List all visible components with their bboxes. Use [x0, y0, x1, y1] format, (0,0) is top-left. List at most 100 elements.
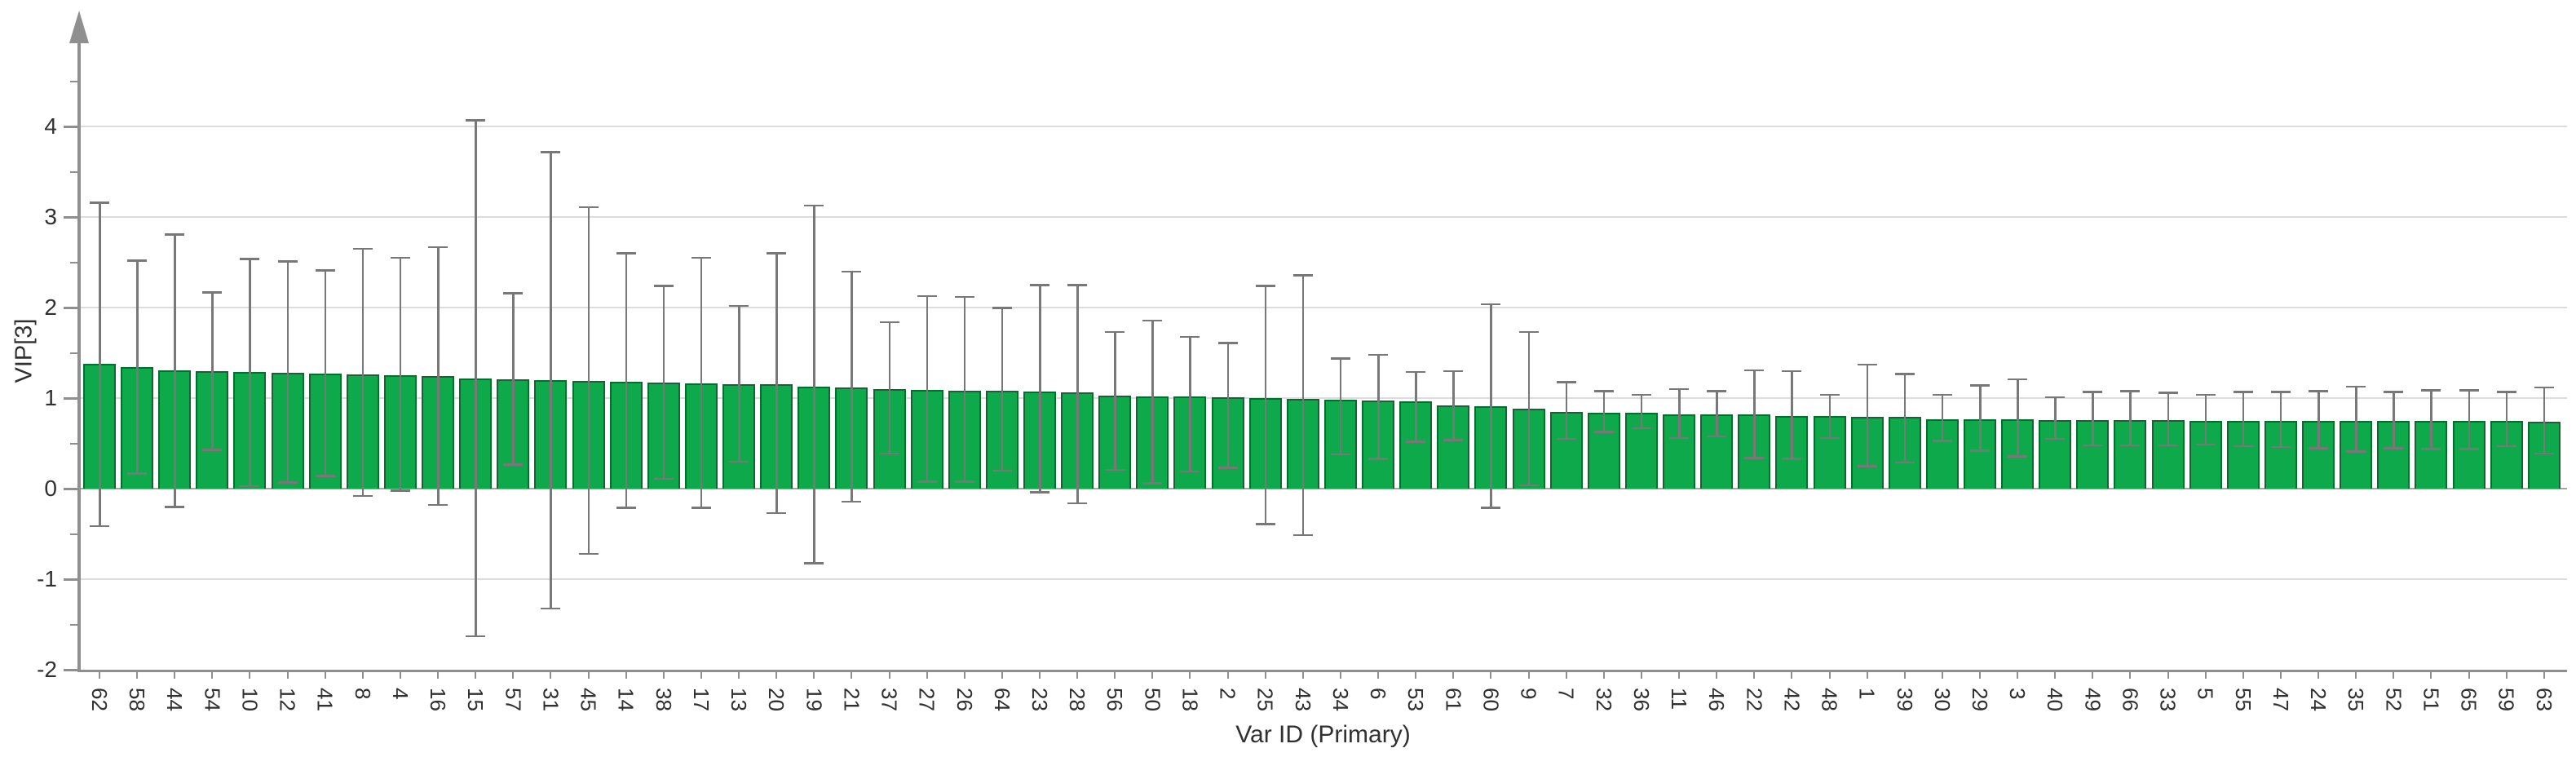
error-bar-line	[1866, 364, 1869, 467]
x-axis-title: Var ID (Primary)	[1235, 721, 1411, 748]
y-tick-label: 0	[44, 476, 57, 501]
error-bar-cap-bottom	[804, 562, 824, 564]
x-tick-label: 10	[237, 688, 263, 711]
error-bar-cap-bottom	[2309, 447, 2329, 449]
x-axis-tick	[1151, 670, 1154, 679]
y-axis-tick	[64, 669, 79, 671]
x-tick-label: 52	[2381, 688, 2406, 711]
x-axis-tick	[512, 670, 515, 679]
x-tick-label: 61	[1441, 688, 1466, 711]
error-bar-line	[1264, 286, 1267, 525]
error-bar-line	[361, 248, 365, 496]
y-axis-minor-tick	[70, 442, 79, 445]
error-bar-cap-bottom	[127, 472, 148, 475]
x-axis-tick	[1001, 670, 1003, 679]
y-tick-label: 2	[44, 294, 57, 320]
x-axis-tick	[1264, 670, 1266, 679]
error-bar-cap-top	[1030, 284, 1049, 286]
x-tick-label: 11	[1667, 688, 1692, 710]
error-bar-line	[1602, 391, 1606, 432]
error-bar-cap-top	[879, 321, 899, 324]
error-bar-line	[1226, 343, 1230, 468]
error-bar-cap-top	[1368, 353, 1389, 356]
error-bar-cap-top	[842, 270, 862, 273]
error-bar-cap-top	[1292, 274, 1313, 277]
error-bar-line	[1114, 331, 1116, 470]
x-tick-label: 55	[2230, 688, 2256, 711]
x-tick-label: 65	[2456, 688, 2481, 711]
x-tick-label: 17	[688, 688, 714, 711]
x-tick-label: 60	[1478, 688, 1504, 711]
error-bar-cap-bottom	[1631, 427, 1651, 430]
x-axis-tick	[2017, 670, 2019, 679]
x-tick-label: 24	[2306, 688, 2331, 711]
error-bar-line	[2355, 386, 2357, 452]
error-bar-cap-top	[992, 307, 1012, 309]
x-tick-label: 58	[125, 688, 150, 711]
error-bar-cap-top	[2195, 393, 2216, 396]
error-bar-cap-bottom	[315, 475, 335, 477]
error-bar-line	[2242, 392, 2245, 446]
x-tick-label: 49	[2080, 688, 2105, 711]
error-bar-cap-top	[1105, 330, 1125, 334]
x-tick-label: 35	[2344, 688, 2369, 711]
x-tick-label: 50	[1140, 688, 1165, 711]
x-tick-label: 21	[839, 688, 864, 711]
x-tick-label: 47	[2268, 688, 2293, 711]
error-bar-line	[2129, 391, 2132, 445]
error-bar-line	[399, 257, 402, 491]
error-bar-cap-bottom	[466, 635, 486, 638]
gridline	[79, 216, 2567, 218]
error-bar-line	[1941, 394, 1944, 441]
x-axis-tick	[2279, 670, 2282, 679]
error-bar-cap-bottom	[653, 477, 674, 480]
error-bar-cap-top	[1217, 342, 1238, 344]
error-bar-cap-bottom	[2120, 444, 2141, 447]
error-bar-cap-top	[2045, 396, 2066, 399]
error-bar-cap-bottom	[503, 463, 524, 466]
error-bar-cap-top	[917, 294, 937, 298]
error-bar-cap-bottom	[879, 452, 899, 455]
error-bar-line	[1791, 370, 1793, 459]
error-bar-cap-top	[2346, 385, 2366, 388]
x-axis-tick	[1941, 670, 1943, 679]
error-bar-line	[700, 257, 703, 508]
error-bar-cap-top	[1142, 319, 1163, 322]
error-bar-line	[1828, 394, 1831, 438]
error-bar-cap-bottom	[729, 460, 749, 463]
error-bar-cap-top	[2421, 389, 2441, 392]
error-bar-cap-bottom	[1819, 436, 1840, 440]
error-bar-cap-bottom	[2346, 450, 2366, 453]
error-bar-cap-top	[2309, 390, 2329, 392]
x-tick-label: 39	[1892, 688, 1917, 711]
x-axis-tick	[963, 670, 965, 679]
y-tick-label: -1	[37, 566, 57, 591]
error-bar-cap-top	[2233, 391, 2253, 393]
x-axis-tick	[2468, 670, 2470, 679]
vip-bar[interactable]	[1549, 411, 1583, 489]
error-bar-cap-bottom	[90, 525, 109, 527]
error-bar-line	[2017, 378, 2019, 457]
y-tick-label: 4	[44, 113, 57, 139]
error-bar-cap-bottom	[578, 552, 599, 556]
error-bar-line	[1301, 275, 1305, 535]
error-bar-cap-top	[1932, 393, 1952, 396]
error-bar-cap-top	[1406, 370, 1426, 374]
error-bar-cap-top	[954, 295, 974, 299]
y-axis-minor-tick	[70, 261, 79, 263]
error-bar-cap-top	[202, 291, 223, 294]
error-bar-cap-bottom	[2459, 448, 2479, 450]
error-bar-cap-top	[277, 260, 298, 263]
error-bar-cap-top	[1707, 390, 1727, 392]
x-axis-tick	[1301, 670, 1304, 679]
error-bar-cap-bottom	[390, 489, 410, 492]
error-bar-cap-top	[1180, 335, 1200, 339]
error-bar-cap-top	[315, 269, 335, 272]
error-bar-cap-bottom	[1105, 468, 1125, 471]
x-tick-label: 40	[2043, 688, 2068, 711]
vip-bar[interactable]	[1813, 416, 1846, 489]
gridline	[79, 397, 2567, 399]
y-axis-tick	[64, 488, 79, 490]
x-axis-tick	[1753, 670, 1756, 679]
